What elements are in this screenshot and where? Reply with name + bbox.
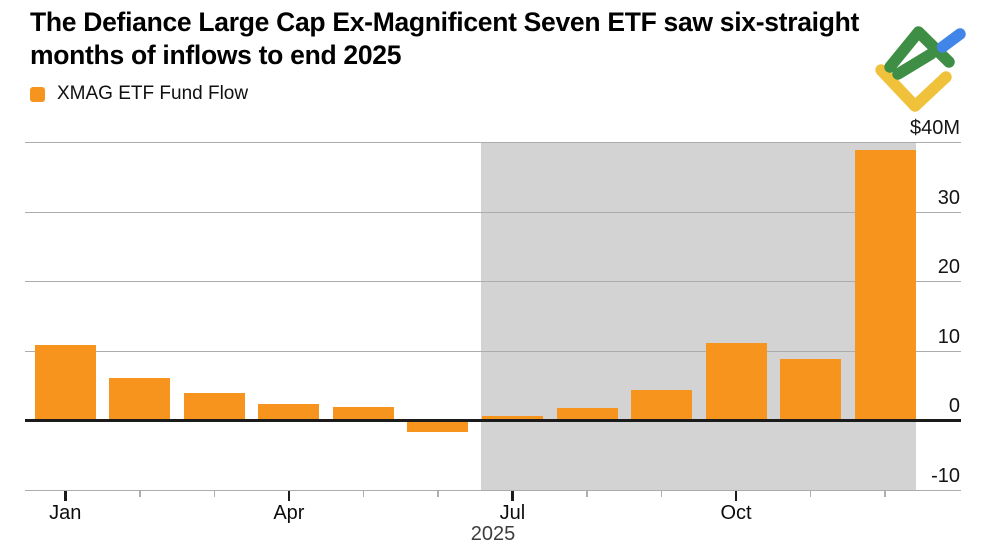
- litefinance-logo-icon: [875, 26, 966, 112]
- y-axis-label-30: 30: [937, 186, 960, 209]
- chart-title-line2: months of inflows to end 2025: [30, 40, 402, 70]
- bar-jul: [481, 415, 543, 421]
- legend: XMAG ETF Fund Flow: [30, 83, 248, 105]
- x-tick-may: [362, 490, 365, 497]
- bar-jan: [34, 344, 96, 421]
- bar-apr: [258, 404, 320, 421]
- bar-dec: [854, 149, 916, 421]
- gridline-30: [25, 211, 961, 213]
- y-axis-label-20: 20: [937, 256, 960, 279]
- logo-yellow-check: [875, 64, 952, 112]
- bar-oct: [705, 343, 767, 421]
- logo-green-chevron: [884, 26, 955, 73]
- legend-swatch: [30, 86, 45, 102]
- zero-line: [25, 419, 961, 422]
- gridline-40: [25, 141, 961, 143]
- gridline-20: [25, 281, 961, 283]
- x-axis-label-jul: Jul: [499, 502, 526, 524]
- gridline--10: [25, 490, 961, 492]
- chart-title: The Defiance Large Cap Ex-Magnificent Se…: [30, 6, 859, 72]
- x-tick-mar: [213, 490, 216, 497]
- highlight-band: [480, 142, 917, 491]
- x-tick-feb: [139, 490, 141, 497]
- x-axis-label-jan: Jan: [49, 502, 82, 524]
- x-tick-dec: [884, 490, 886, 497]
- y-axis-label--10: -10: [931, 465, 960, 488]
- y-axis-label-0: 0: [948, 395, 960, 418]
- x-tick-oct: [734, 490, 738, 501]
- bar-jun: [407, 420, 469, 432]
- bar-sep: [631, 390, 693, 421]
- x-tick-jun: [437, 490, 439, 497]
- x-tick-apr: [287, 490, 291, 501]
- x-tick-jul: [511, 490, 514, 501]
- x-tick-aug: [586, 490, 588, 497]
- x-tick-nov: [809, 490, 812, 497]
- gridline-10: [25, 350, 961, 352]
- x-tick-jan: [64, 490, 67, 501]
- bar-feb: [109, 377, 171, 421]
- logo-green-crossbar: [892, 48, 937, 80]
- x-axis-label-oct: Oct: [720, 502, 752, 524]
- logo-blue-stroke: [936, 28, 966, 53]
- y-axis-label-10: 10: [937, 325, 960, 348]
- y-axis-label-40: $40M: [909, 116, 960, 139]
- chart-title-line1: The Defiance Large Cap Ex-Magnificent Se…: [30, 7, 860, 37]
- legend-label: XMAG ETF Fund Flow: [57, 83, 249, 104]
- bar-mar: [183, 392, 245, 421]
- x-axis-label-apr: Apr: [273, 502, 305, 524]
- x-tick-sep: [660, 490, 663, 497]
- bar-may: [332, 407, 394, 421]
- bar-nov: [780, 359, 842, 421]
- year-label: 2025: [470, 523, 516, 545]
- bar-aug: [556, 407, 618, 421]
